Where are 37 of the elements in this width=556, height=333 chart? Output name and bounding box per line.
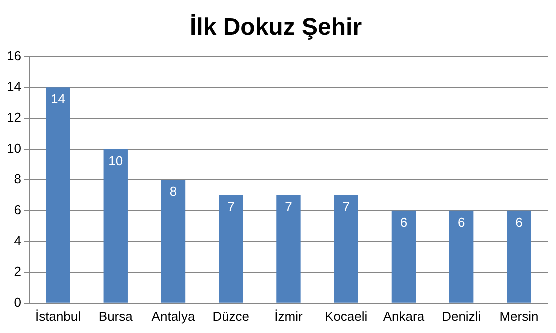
x-tick-label: Mersin [500, 308, 539, 324]
bar [334, 196, 358, 303]
y-tick-label: 16 [6, 48, 22, 64]
data-label: 6 [400, 215, 408, 230]
x-tick-label: İzmir [274, 308, 304, 324]
x-tick-label: Düzce [212, 308, 250, 324]
x-tick-label: Antalya [152, 308, 196, 324]
y-tick-label: 4 [14, 233, 22, 248]
y-tick-label: 14 [6, 79, 22, 94]
x-tick-label: Kocaeli [325, 308, 368, 324]
y-tick-label: 2 [14, 264, 22, 280]
bar [219, 196, 244, 303]
data-label: 10 [108, 153, 124, 168]
y-tick-label: 12 [6, 110, 22, 126]
data-label: 6 [516, 215, 523, 230]
data-label: 6 [458, 215, 466, 230]
data-label: 7 [285, 200, 292, 215]
data-label: 14 [51, 92, 66, 107]
bar [104, 149, 128, 303]
chart-title: İlk Dokuz Şehir [190, 14, 362, 42]
bar [46, 88, 70, 303]
x-tick-label: Denizli [442, 308, 482, 324]
y-tick-label: 6 [14, 202, 22, 218]
x-tick-label: Bursa [98, 308, 134, 324]
bar [449, 210, 474, 303]
y-tick-label: 10 [6, 140, 22, 156]
y-tick-label: 0 [14, 294, 22, 310]
data-label: 8 [170, 184, 178, 200]
x-tick-label: İstanbul [35, 308, 82, 324]
bar [276, 196, 301, 303]
x-tick-label: Ankara [383, 308, 426, 324]
data-label: 7 [227, 200, 235, 215]
bar [161, 180, 186, 303]
bar [392, 210, 416, 303]
bar [507, 210, 532, 303]
data-label: 7 [342, 200, 350, 215]
y-tick-label: 8 [14, 172, 22, 187]
